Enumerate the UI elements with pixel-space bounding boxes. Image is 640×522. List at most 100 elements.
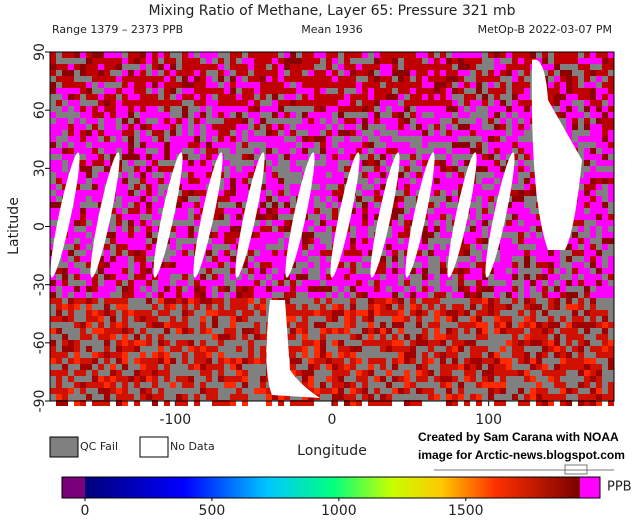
pixel <box>206 142 212 148</box>
pixel <box>218 76 224 82</box>
pixel <box>104 304 110 310</box>
pixel <box>134 208 140 214</box>
pixel <box>242 190 248 196</box>
pixel <box>224 112 230 118</box>
pixel <box>50 328 56 334</box>
pixel <box>476 160 482 166</box>
pixel <box>464 70 470 76</box>
pixel <box>206 352 212 358</box>
pixel <box>608 124 614 130</box>
pixel <box>260 376 266 382</box>
pixel <box>308 130 314 136</box>
pixel <box>206 178 212 184</box>
pixel <box>164 76 170 82</box>
pixel <box>200 166 206 172</box>
pixel <box>548 346 554 352</box>
pixel <box>140 136 146 142</box>
pixel <box>164 70 170 76</box>
pixel <box>584 154 590 160</box>
pixel <box>584 94 590 100</box>
pixel <box>416 58 422 64</box>
pixel <box>146 58 152 64</box>
pixel <box>266 292 272 298</box>
pixel <box>224 400 230 406</box>
pixel <box>98 334 104 340</box>
pixel <box>584 244 590 250</box>
pixel <box>254 322 260 328</box>
pixel <box>500 286 506 292</box>
pixel <box>512 118 518 124</box>
pixel <box>344 232 350 238</box>
pixel <box>152 292 158 298</box>
pixel <box>458 268 464 274</box>
pixel <box>386 346 392 352</box>
pixel <box>578 358 584 364</box>
pixel <box>98 154 104 160</box>
pixel <box>434 118 440 124</box>
pixel <box>230 400 236 406</box>
pixel <box>98 352 104 358</box>
pixel <box>584 394 590 400</box>
pixel <box>128 376 134 382</box>
pixel <box>398 148 404 154</box>
pixel <box>386 274 392 280</box>
pixel <box>278 226 284 232</box>
pixel <box>176 376 182 382</box>
pixel <box>524 316 530 322</box>
pixel <box>122 88 128 94</box>
pixel <box>98 202 104 208</box>
pixel <box>578 352 584 358</box>
pixel <box>74 220 80 226</box>
pixel <box>332 166 338 172</box>
pixel <box>602 334 608 340</box>
pixel <box>194 58 200 64</box>
pixel <box>176 148 182 154</box>
pixel <box>590 136 596 142</box>
pixel <box>548 322 554 328</box>
pixel <box>476 166 482 172</box>
colorbar-tick-label: 1000 <box>321 503 357 519</box>
pixel <box>314 118 320 124</box>
pixel <box>458 142 464 148</box>
pixel <box>236 136 242 142</box>
pixel <box>158 274 164 280</box>
pixel <box>296 286 302 292</box>
pixel <box>500 172 506 178</box>
pixel <box>110 118 116 124</box>
pixel <box>458 250 464 256</box>
pixel <box>350 220 356 226</box>
pixel <box>116 244 122 250</box>
pixel <box>566 244 572 250</box>
pixel <box>440 358 446 364</box>
pixel <box>272 88 278 94</box>
pixel <box>158 178 164 184</box>
pixel <box>530 334 536 340</box>
pixel <box>308 400 314 406</box>
pixel <box>80 64 86 70</box>
pixel <box>182 316 188 322</box>
pixel <box>314 250 320 256</box>
pixel <box>194 352 200 358</box>
pixel <box>350 244 356 250</box>
pixel <box>554 334 560 340</box>
pixel <box>566 364 572 370</box>
pixel <box>188 76 194 82</box>
pixel <box>188 166 194 172</box>
pixel <box>422 364 428 370</box>
pixel <box>536 274 542 280</box>
pixel <box>68 124 74 130</box>
pixel <box>212 238 218 244</box>
pixel <box>380 280 386 286</box>
pixel <box>320 262 326 268</box>
pixel <box>530 328 536 334</box>
pixel <box>158 322 164 328</box>
pixel <box>506 280 512 286</box>
pixel <box>62 292 68 298</box>
pixel <box>278 220 284 226</box>
pixel <box>248 130 254 136</box>
pixel <box>590 400 596 406</box>
pixel <box>320 346 326 352</box>
x-tick-label: 100 <box>475 412 502 428</box>
pixel <box>362 88 368 94</box>
pixel <box>602 148 608 154</box>
